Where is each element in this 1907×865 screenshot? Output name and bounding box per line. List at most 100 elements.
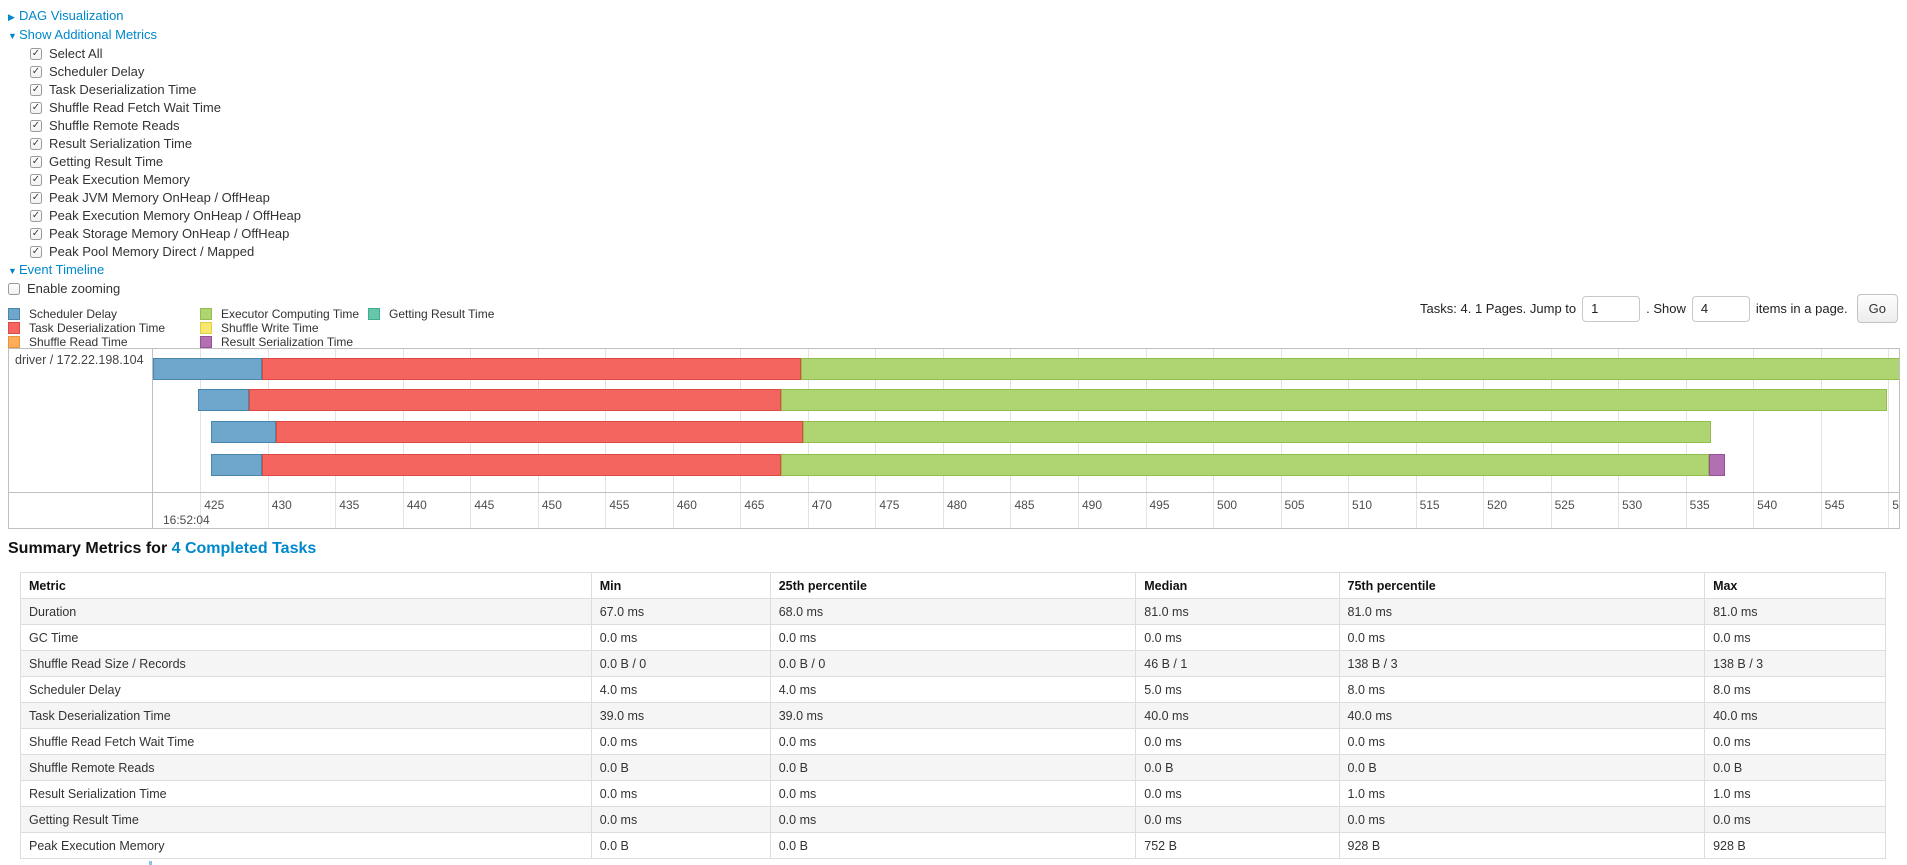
axis-tick-label: 480 xyxy=(946,498,967,512)
checkbox-checked-icon[interactable] xyxy=(30,120,42,132)
axis-tick-label: 435 xyxy=(339,498,360,512)
enable-zooming-checkbox[interactable] xyxy=(8,283,20,295)
dag-visualization-toggle[interactable]: ▶ DAG Visualization xyxy=(8,7,124,26)
table-cell: 0.0 ms xyxy=(1135,728,1340,755)
checkbox-checked-icon[interactable] xyxy=(30,246,42,258)
metric-checkbox-row: Peak Pool Memory Direct / Mapped xyxy=(8,243,301,261)
checkbox-checked-icon[interactable] xyxy=(30,138,42,150)
collapse-arrow-icon: ▶ xyxy=(8,12,15,22)
table-cell: Shuffle Remote Reads xyxy=(20,754,592,781)
checkbox-checked-icon[interactable] xyxy=(30,174,42,186)
metric-checkbox-label: Result Serialization Time xyxy=(49,136,193,151)
table-cell: 0.0 ms xyxy=(1338,728,1706,755)
checkbox-checked-icon[interactable] xyxy=(30,228,42,240)
metric-checkbox-row: Result Serialization Time xyxy=(8,135,301,153)
table-cell: 0.0 ms xyxy=(1704,806,1886,833)
executor-computing-segment xyxy=(780,454,1709,476)
checkbox-checked-icon[interactable] xyxy=(30,84,42,96)
dag-visualization-label: DAG Visualization xyxy=(19,8,124,23)
axis-tick-label: 455 xyxy=(609,498,630,512)
table-cell: 0.0 B xyxy=(590,754,771,781)
legend-label: Shuffle Write Time xyxy=(221,321,319,335)
table-cell: 39.0 ms xyxy=(769,702,1137,729)
table-cell: 0.0 ms xyxy=(1135,624,1340,651)
legend-item: Shuffle Write Time xyxy=(200,321,368,335)
executor-computing-segment xyxy=(780,389,1887,411)
table-cell: Duration xyxy=(20,598,592,625)
metric-checkbox-label: Peak Execution Memory xyxy=(49,172,190,187)
checkbox-checked-icon[interactable] xyxy=(30,156,42,168)
metric-checkbox-row: Shuffle Remote Reads xyxy=(8,117,301,135)
checkbox-checked-icon[interactable] xyxy=(30,192,42,204)
axis-tick-label: 525 xyxy=(1554,498,1575,512)
table-cell: 81.0 ms xyxy=(1135,598,1340,625)
metric-checkbox-row: Shuffle Read Fetch Wait Time xyxy=(8,99,301,117)
table-cell: Scheduler Delay xyxy=(20,676,592,703)
checkbox-checked-icon[interactable] xyxy=(30,66,42,78)
table-cell: 752 B xyxy=(1135,832,1340,859)
table-cell: 138 B / 3 xyxy=(1338,650,1706,677)
legend-label: Scheduler Delay xyxy=(29,307,118,321)
completed-tasks-link[interactable]: 4 Completed Tasks xyxy=(171,540,317,557)
checkbox-checked-icon[interactable] xyxy=(30,48,42,60)
table-header-cell: Metric xyxy=(20,572,592,599)
axis-gridline xyxy=(1753,349,1755,528)
table-cell: 1.0 ms xyxy=(1338,780,1706,807)
metric-checkbox-row: Getting Result Time xyxy=(8,153,301,171)
go-button[interactable]: Go xyxy=(1856,294,1898,323)
legend-item: Scheduler Delay xyxy=(8,307,200,321)
table-header-cell: Max xyxy=(1704,572,1886,599)
metric-checkbox-row: Peak JVM Memory OnHeap / OffHeap xyxy=(8,189,301,207)
jump-to-page-input[interactable] xyxy=(1582,295,1641,322)
scheduler-delay-segment xyxy=(211,454,263,476)
timeline-legend: Scheduler Delay Task Deserialization Time… xyxy=(8,307,528,349)
axis-gridline xyxy=(200,349,202,528)
axis-gridline xyxy=(1820,349,1822,528)
table-row: Shuffle Read Fetch Wait Time 0.0 ms 0.0 ms… xyxy=(20,728,1886,755)
table-cell: 40.0 ms xyxy=(1135,702,1340,729)
legend-label: Result Serialization Time xyxy=(221,335,354,349)
legend-item: Getting Result Time xyxy=(368,307,528,321)
expand-arrow-icon: ▼ xyxy=(8,266,17,276)
table-cell: 0.0 ms xyxy=(1338,624,1706,651)
legend-item: Result Serialization Time xyxy=(200,335,368,349)
axis-tick-label: 545 xyxy=(1824,498,1845,512)
legend-column: Scheduler Delay Task Deserialization Time… xyxy=(8,307,200,349)
checkbox-checked-icon[interactable] xyxy=(30,210,42,222)
summary-metrics-heading: Summary Metrics for 4 Completed Tasks xyxy=(8,540,316,558)
shuffle-read-swatch-icon xyxy=(8,336,20,348)
table-cell: 0.0 B xyxy=(1338,754,1706,781)
clipped-element xyxy=(149,861,152,865)
scheduler-delay-segment xyxy=(211,421,276,443)
task-deserialization-segment xyxy=(262,358,802,380)
summary-metrics-table: Metric Min 25th percentile Median 75th perce… xyxy=(20,572,1886,859)
show-additional-metrics-toggle[interactable]: ▼ Show Additional Metrics xyxy=(8,26,157,45)
axis-tick-label: 450 xyxy=(541,498,562,512)
legend-column: Executor Computing Time Shuffle Write Tim… xyxy=(200,307,368,349)
metric-checkbox-label: Peak Pool Memory Direct / Mapped xyxy=(49,244,255,259)
table-cell: 4.0 ms xyxy=(769,676,1137,703)
task-timeline-bar xyxy=(153,358,1899,380)
event-timeline-label: Event Timeline xyxy=(19,262,105,277)
items-per-page-input[interactable] xyxy=(1691,295,1750,322)
axis-tick-label: 495 xyxy=(1149,498,1170,512)
task-timeline-bar xyxy=(211,454,1725,476)
axis-tick-label: 500 xyxy=(1217,498,1238,512)
axis-tick-label: 530 xyxy=(1622,498,1643,512)
axis-tick-label: 475 xyxy=(879,498,900,512)
table-cell: 39.0 ms xyxy=(590,702,771,729)
metric-checkbox-row: Peak Execution Memory xyxy=(8,171,301,189)
event-timeline-toggle[interactable]: ▼ Event Timeline xyxy=(8,261,104,280)
table-cell: Result Serialization Time xyxy=(20,780,592,807)
legend-item: Task Deserialization Time xyxy=(8,321,200,335)
metric-checkbox-label: Peak Storage Memory OnHeap / OffHeap xyxy=(49,226,290,241)
table-row: Task Deserialization Time 39.0 ms 39.0 ms 4… xyxy=(20,702,1886,729)
table-cell: 0.0 B / 0 xyxy=(590,650,771,677)
scheduler-delay-segment xyxy=(197,389,249,411)
metric-checkbox-row: Peak Execution Memory OnHeap / OffHeap xyxy=(8,207,301,225)
axis-tick-label: 490 xyxy=(1081,498,1103,512)
axis-gridline xyxy=(1888,349,1890,528)
table-cell: 40.0 ms xyxy=(1338,702,1706,729)
checkbox-checked-icon[interactable] xyxy=(30,102,42,114)
metric-checkbox-row: Task Deserialization Time xyxy=(8,81,301,99)
